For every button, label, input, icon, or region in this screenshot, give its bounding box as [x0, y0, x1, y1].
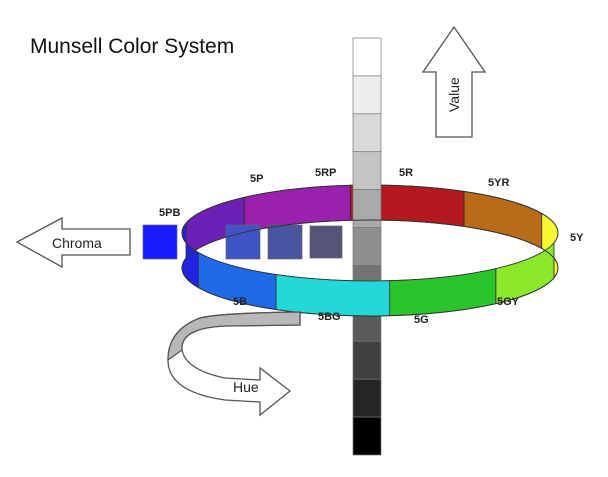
chroma-arrow: Chroma	[15, 216, 131, 269]
value-step-5	[352, 227, 382, 266]
chroma-label: Chroma	[52, 235, 102, 251]
hue-label: Hue	[233, 379, 259, 395]
hue-label-5yr: 5YR	[488, 177, 509, 189]
value-step-8	[352, 113, 382, 153]
ring-bottom-outline	[181, 219, 559, 317]
hue-segment-5bg	[275, 274, 391, 317]
hue-label-5y: 5Y	[570, 232, 584, 244]
chroma-step-2	[225, 224, 261, 260]
hue-segment-shade	[244, 185, 351, 233]
hue-label-5rp: 5RP	[315, 167, 336, 179]
hue-label-5pb: 5PB	[159, 207, 180, 219]
diagram-title: Munsell Color System	[30, 35, 234, 58]
hue-label-5g: 5G	[414, 314, 429, 326]
hue-label-5p: 5P	[250, 173, 263, 185]
value-label: Value	[446, 77, 462, 112]
hue-label-5bg: 5BG	[318, 311, 341, 323]
value-step-9	[352, 75, 382, 115]
value-arrow: Value	[421, 25, 487, 138]
value-step-6	[352, 189, 382, 228]
hue-label-5r: 5R	[399, 167, 413, 179]
hue-segment-5gy	[495, 242, 555, 305]
value-step-1	[352, 378, 382, 418]
hue-segment-shade	[464, 191, 542, 249]
hue-labels: 5R 5YR 5Y 5GY 5G 5BG 5B 5PB 5P 5RP	[159, 167, 584, 326]
value-step-0	[352, 416, 382, 456]
chroma-step-3	[267, 224, 303, 260]
hue-segment-5g	[389, 268, 497, 317]
value-scale	[352, 37, 382, 456]
chroma-scale	[142, 224, 343, 260]
hue-label-5gy: 5GY	[497, 296, 520, 308]
value-step-7	[352, 151, 382, 190]
value-step-2	[352, 340, 382, 380]
chroma-step-1	[142, 224, 178, 260]
hue-ring-back	[181, 184, 559, 282]
hue-label-5b: 5B	[233, 296, 247, 308]
value-step-10	[352, 37, 382, 77]
hue-arrow: Hue	[167, 311, 301, 417]
hue-ring-front	[181, 212, 559, 317]
chroma-step-4	[309, 225, 343, 259]
